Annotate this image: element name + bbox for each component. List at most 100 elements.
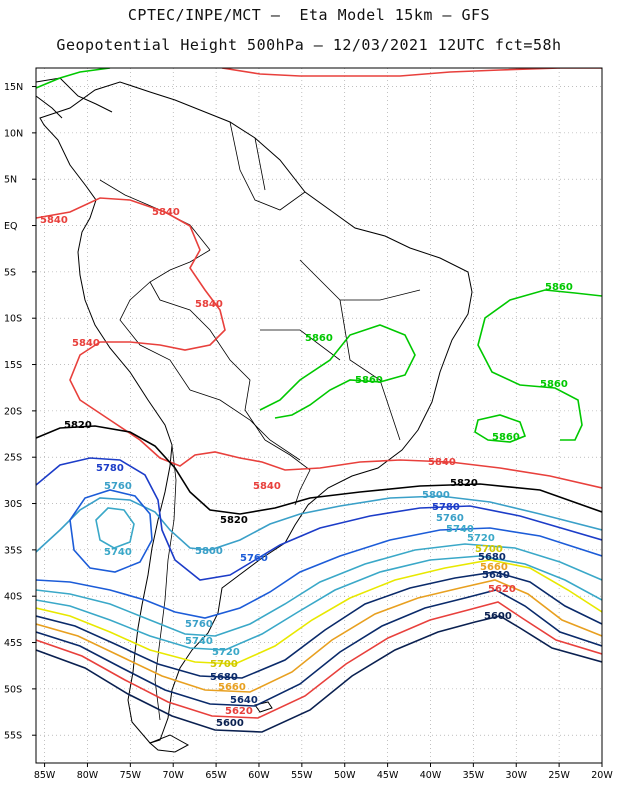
latitude-tick-label: 50S bbox=[4, 684, 22, 695]
contour-5860-brazil bbox=[259, 324, 416, 419]
contour-label: 5840 bbox=[72, 338, 100, 349]
longitude-tick-label: 20W bbox=[591, 770, 613, 781]
contour-label: 5820 bbox=[64, 420, 92, 431]
longitude-tick-label: 85W bbox=[34, 770, 56, 781]
contour-label: 5600 bbox=[216, 718, 244, 729]
border-guianas bbox=[229, 121, 306, 211]
contour-label: 5700 bbox=[475, 544, 503, 555]
map-frame bbox=[35, 67, 603, 764]
longitude-tick-label: 40W bbox=[420, 770, 442, 781]
latitude-tick-label: EQ bbox=[4, 221, 17, 232]
falkland-islands bbox=[254, 701, 273, 713]
contour-5600 bbox=[36, 615, 602, 733]
contour-label: 5840 bbox=[428, 457, 456, 468]
tierra-del-fuego bbox=[149, 734, 190, 753]
contour-label: 5700 bbox=[210, 659, 238, 670]
longitude-tick-label: 65W bbox=[205, 770, 227, 781]
contour-label: 5840 bbox=[195, 299, 223, 310]
contour-label: 5860 bbox=[305, 333, 333, 344]
latitude-tick-label: 15N bbox=[4, 82, 23, 93]
axis-ticks: 15N 10N 5N EQ 5S 10S 15S 20S 25S 30S 35S 40S 45S 50S 5… bbox=[4, 82, 613, 781]
contour-5720 bbox=[36, 555, 602, 651]
contour-label: 5620 bbox=[488, 584, 516, 595]
latitude-tick-label: 35S bbox=[4, 545, 22, 556]
latitude-tick-label: 25S bbox=[4, 453, 22, 464]
latitude-tick-label: 40S bbox=[4, 592, 22, 603]
border-brazil-west bbox=[149, 249, 266, 441]
border-peru-bolivia bbox=[119, 281, 191, 391]
border-bolivia-paraguay bbox=[189, 389, 301, 461]
longitude-tick-label: 70W bbox=[162, 770, 184, 781]
contour-label: 5680 bbox=[210, 672, 238, 683]
contour-label: 5860 bbox=[540, 379, 568, 390]
longitude-tick-label: 45W bbox=[377, 770, 399, 781]
longitude-tick-label: 60W bbox=[248, 770, 270, 781]
contour-label: 5800 bbox=[195, 546, 223, 557]
latitude-tick-label: 30S bbox=[4, 499, 22, 510]
contour-5700 bbox=[36, 559, 602, 665]
border-brazil-states bbox=[260, 259, 421, 441]
longitude-tick-label: 50W bbox=[334, 770, 356, 781]
contour-label: 5840 bbox=[253, 481, 281, 492]
contour-label: 5820 bbox=[220, 515, 248, 526]
contour-5760-closed bbox=[69, 489, 153, 573]
contour-5820 bbox=[36, 425, 602, 515]
longitude-tick-label: 75W bbox=[120, 770, 142, 781]
latitude-tick-label: 5N bbox=[4, 175, 17, 186]
latitude-tick-label: 55S bbox=[4, 731, 22, 742]
map-subtitle: Geopotential Height 500hPa – 12/03/2021 … bbox=[56, 36, 562, 54]
contour-label: 5760 bbox=[104, 481, 132, 492]
coastline bbox=[36, 77, 473, 753]
contour-5740 bbox=[36, 543, 602, 637]
contour-label: 5720 bbox=[467, 533, 495, 544]
contour-label: 5600 bbox=[484, 611, 512, 622]
contour-5760 bbox=[36, 527, 602, 619]
contour-5840-north bbox=[36, 197, 602, 489]
contour-5680 bbox=[36, 571, 602, 679]
contour-label: 5820 bbox=[450, 478, 478, 489]
contour-label: 5740 bbox=[446, 524, 474, 535]
latitude-tick-label: 5S bbox=[4, 267, 16, 278]
contour-label: 5640 bbox=[482, 570, 510, 581]
contour-5740-closed bbox=[95, 507, 135, 549]
latitude-tick-label: 20S bbox=[4, 406, 22, 417]
contour-5620 bbox=[36, 601, 602, 719]
contour-label: 5740 bbox=[104, 547, 132, 558]
contour-5840-top bbox=[221, 68, 602, 77]
longitude-tick-label: 30W bbox=[506, 770, 528, 781]
contour-label: 5660 bbox=[480, 562, 508, 573]
contour-label: 5740 bbox=[185, 636, 213, 647]
longitude-tick-label: 25W bbox=[548, 770, 570, 781]
contour-5640 bbox=[36, 589, 602, 707]
contour-label: 5860 bbox=[492, 432, 520, 443]
contour-labels: 5840 5840 5840 5840 5840 5840 5860 5860 … bbox=[40, 207, 573, 729]
contour-label: 5800 bbox=[422, 490, 450, 501]
contour-5860-north bbox=[36, 68, 111, 89]
contour-label: 5760 bbox=[240, 553, 268, 564]
contour-5800 bbox=[36, 495, 602, 553]
contour-label: 5780 bbox=[432, 502, 460, 513]
latitude-tick-label: 15S bbox=[4, 360, 22, 371]
contour-label: 5620 bbox=[225, 706, 253, 717]
map-frame-background bbox=[36, 68, 602, 763]
contour-label: 5860 bbox=[545, 282, 573, 293]
height-contours bbox=[36, 68, 602, 733]
contour-label: 5840 bbox=[152, 207, 180, 218]
latitude-tick-label: 45S bbox=[4, 638, 22, 649]
contour-label: 5720 bbox=[212, 647, 240, 658]
map-title: CPTEC/INPE/MCT – Eta Model 15km – GFS bbox=[127, 6, 491, 24]
contour-label: 5860 bbox=[355, 375, 383, 386]
contour-label: 5660 bbox=[218, 682, 246, 693]
central-america-coastline bbox=[36, 77, 113, 119]
contour-label: 5640 bbox=[230, 695, 258, 706]
contour-label: 5680 bbox=[478, 552, 506, 563]
longitude-tick-label: 35W bbox=[463, 770, 485, 781]
latitude-tick-label: 10N bbox=[4, 128, 23, 139]
latitude-tick-label: 10S bbox=[4, 314, 22, 325]
contour-5660 bbox=[36, 579, 602, 693]
south-america-coastline bbox=[39, 81, 473, 744]
contour-5860-atlantic-small bbox=[474, 414, 527, 443]
contour-label: 5760 bbox=[436, 513, 464, 524]
contour-label: 5760 bbox=[185, 619, 213, 630]
